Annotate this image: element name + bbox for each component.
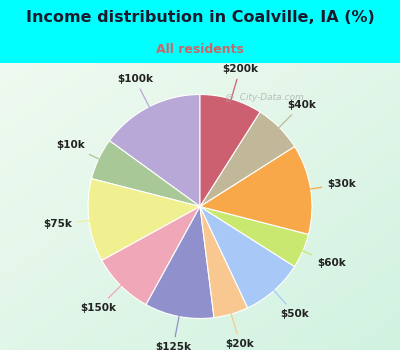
Wedge shape [88,178,200,260]
Wedge shape [200,206,248,317]
Text: Income distribution in Coalville, IA (%): Income distribution in Coalville, IA (%) [26,10,374,25]
Text: $20k: $20k [220,276,254,349]
Text: $30k: $30k [271,179,356,195]
Text: $60k: $60k [266,235,346,268]
Wedge shape [146,206,214,318]
Wedge shape [200,206,294,308]
Text: $150k: $150k [81,258,149,313]
Text: $10k: $10k [56,140,135,176]
Text: $125k: $125k [155,278,191,350]
Wedge shape [102,206,200,304]
Text: @  City-Data.com: @ City-Data.com [225,93,304,102]
Text: $100k: $100k [117,74,167,142]
Text: $50k: $50k [248,261,309,319]
Text: $40k: $40k [251,100,316,155]
Wedge shape [109,94,200,206]
Wedge shape [200,112,294,206]
Text: $200k: $200k [220,64,258,137]
Wedge shape [200,147,312,235]
Text: All residents: All residents [156,43,244,56]
Wedge shape [92,141,200,206]
Wedge shape [200,206,308,266]
Text: $75k: $75k [43,216,128,230]
Wedge shape [200,94,260,206]
